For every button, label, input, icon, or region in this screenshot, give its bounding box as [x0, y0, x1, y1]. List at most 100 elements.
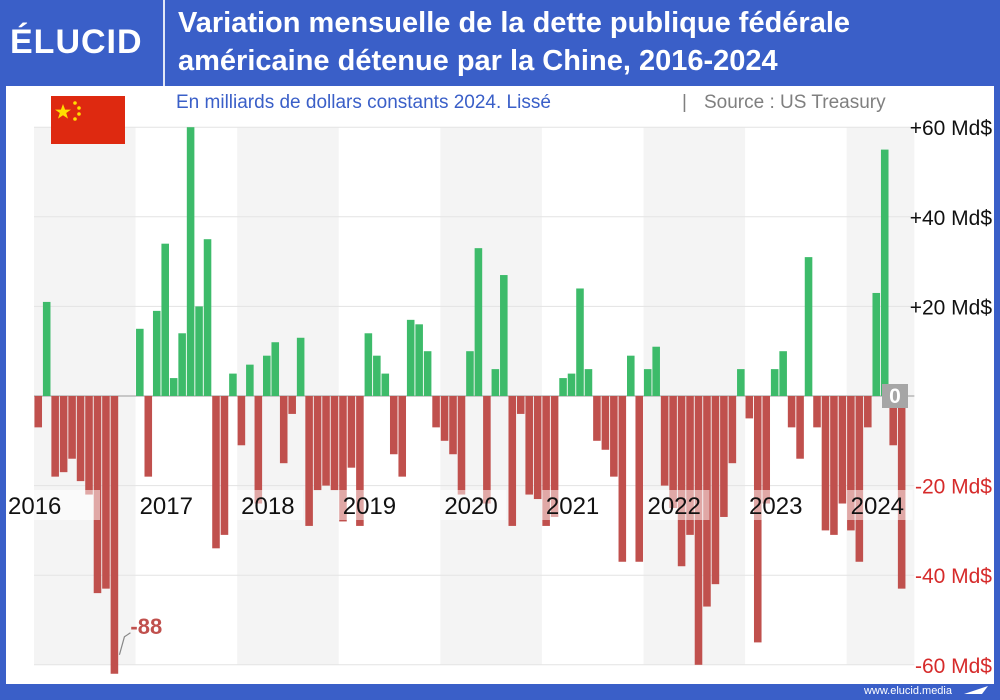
bar — [313, 396, 322, 491]
bar — [330, 396, 339, 491]
bar — [542, 396, 550, 526]
bar — [398, 396, 407, 477]
bar — [677, 396, 686, 567]
bar — [466, 351, 474, 396]
elucid-mark-icon — [964, 686, 988, 694]
year-label-bg — [34, 490, 100, 520]
bar — [449, 396, 457, 455]
y-tick-label: +60 Md$ — [910, 117, 993, 140]
bar — [68, 396, 76, 459]
bar — [305, 396, 313, 526]
zero-badge — [882, 384, 908, 408]
bar — [525, 396, 533, 495]
bar — [136, 328, 144, 396]
bar — [381, 373, 390, 396]
bar — [59, 396, 68, 473]
bar — [220, 396, 229, 535]
year-label: 2024 — [851, 493, 904, 520]
footer-url[interactable]: www.elucid.media — [863, 685, 952, 697]
y-tick-label: +40 Md$ — [910, 207, 993, 230]
year-label: 2022 — [647, 493, 700, 520]
y-tick-label: 0 — [889, 385, 901, 408]
chart-panel: +60 Md$ +40 Md$ +20 Md$ 0 -20 Md$ -40 Md$ -60 … — [6, 86, 994, 684]
bar — [237, 396, 246, 446]
bar — [669, 396, 677, 508]
bar — [186, 127, 195, 396]
bar — [296, 337, 305, 396]
bar — [787, 396, 796, 428]
bar — [440, 396, 449, 441]
bar — [423, 351, 432, 396]
annotation-leader — [118, 632, 131, 655]
bar — [813, 396, 821, 428]
header: ÉLUCID Variation mensuelle de la dette p… — [0, 0, 1000, 86]
bar — [322, 396, 330, 486]
year-label-bg — [745, 490, 812, 520]
bar — [364, 333, 373, 396]
bar — [34, 396, 43, 428]
y-tick-label: -60 Md$ — [915, 655, 992, 678]
bar — [864, 396, 872, 428]
subtitle-separator: | — [682, 92, 687, 113]
bar — [195, 306, 203, 396]
bar — [660, 396, 669, 486]
bar — [229, 373, 237, 396]
y-tick-label: -40 Md$ — [915, 565, 992, 588]
x-axis-year-labels: 2016 2017 2018 2019 2020 2021 2022 2023 2024 — [8, 490, 913, 520]
bar — [889, 396, 897, 446]
bar — [347, 396, 356, 468]
bars — [34, 127, 906, 674]
y-axis: +60 Md$ +40 Md$ +20 Md$ 0 -20 Md$ -40 Md$ -60 … — [882, 117, 992, 678]
bar — [152, 310, 161, 396]
bar — [652, 346, 660, 396]
bar — [838, 396, 847, 504]
bar — [288, 396, 296, 414]
bar — [389, 396, 398, 455]
bar — [500, 275, 508, 396]
bar — [263, 355, 271, 396]
bar — [711, 396, 720, 585]
elucid-logo[interactable]: ÉLUCID — [10, 23, 143, 61]
bar — [246, 364, 254, 396]
bar — [169, 378, 178, 396]
bar — [42, 301, 51, 396]
bar — [855, 396, 864, 562]
bar — [804, 257, 813, 396]
bar — [85, 396, 93, 495]
year-label-bg — [440, 490, 507, 520]
chart: +60 Md$ +40 Md$ +20 Md$ 0 -20 Md$ -40 Md$ -60 … — [8, 92, 992, 678]
year-label-bg — [338, 490, 405, 520]
chart-title-line-2: américaine détenue par la Chine, 2016-20… — [178, 45, 778, 77]
bar — [610, 396, 618, 477]
year-label-bg — [846, 490, 913, 520]
annotation-label: -88 — [130, 614, 162, 639]
bar — [745, 396, 754, 419]
year-label-bg — [237, 490, 304, 520]
bar — [601, 396, 610, 450]
bar — [339, 396, 347, 522]
bar — [770, 369, 779, 396]
bar — [728, 396, 737, 464]
bar — [76, 396, 85, 482]
bar — [415, 324, 423, 396]
year-label: 2018 — [241, 493, 294, 520]
chart-title: Variation mensuelle de la dette publique… — [178, 4, 988, 80]
bar — [737, 369, 745, 396]
bar — [212, 396, 220, 549]
bar — [533, 396, 542, 500]
chart-title-line-1: Variation mensuelle de la dette publique… — [178, 7, 851, 39]
bar — [144, 396, 153, 477]
bar — [796, 396, 804, 459]
bar — [643, 369, 652, 396]
bar — [550, 396, 559, 517]
bar — [762, 396, 771, 504]
year-label-bg — [135, 490, 202, 520]
china-flag-icon — [51, 96, 125, 144]
year-label: 2016 — [8, 493, 61, 520]
year-label: 2021 — [546, 493, 599, 520]
bar — [694, 396, 703, 665]
bar — [584, 369, 593, 396]
bar — [635, 396, 644, 562]
bar — [847, 396, 855, 531]
bar — [593, 396, 601, 441]
